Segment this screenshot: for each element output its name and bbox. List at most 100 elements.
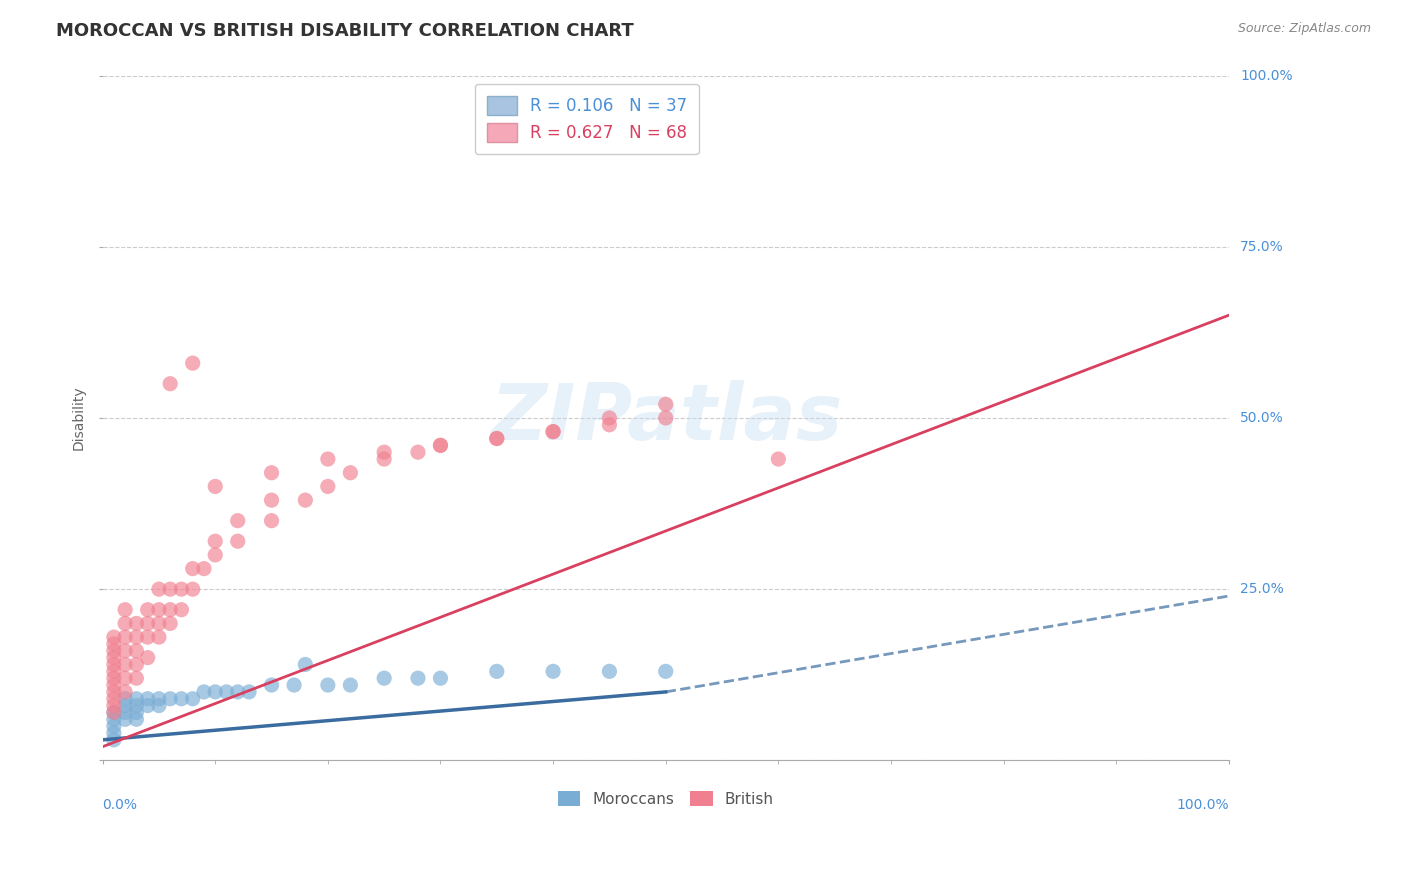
Point	[125, 630, 148, 644]
Point	[406, 671, 429, 685]
Point	[103, 706, 125, 720]
Point	[125, 712, 148, 726]
Point	[316, 479, 339, 493]
Point	[114, 691, 136, 706]
Point	[316, 678, 339, 692]
Point	[541, 665, 564, 679]
Text: ZIPatlas: ZIPatlas	[489, 380, 842, 456]
Point	[204, 479, 226, 493]
Point	[339, 466, 361, 480]
Point	[181, 691, 204, 706]
Point	[136, 603, 159, 617]
Point	[103, 644, 125, 658]
Point	[136, 698, 159, 713]
Point	[159, 603, 181, 617]
Point	[103, 698, 125, 713]
Point	[260, 466, 283, 480]
Text: 25.0%: 25.0%	[1240, 582, 1284, 596]
Point	[148, 630, 170, 644]
Point	[485, 432, 508, 446]
Point	[114, 698, 136, 713]
Point	[136, 630, 159, 644]
Text: 50.0%: 50.0%	[1240, 411, 1284, 425]
Point	[598, 665, 620, 679]
Point	[114, 616, 136, 631]
Point	[125, 698, 148, 713]
Point	[193, 685, 215, 699]
Legend: Moroccans, British: Moroccans, British	[550, 783, 782, 814]
Point	[170, 582, 193, 597]
Point	[654, 397, 676, 411]
Point	[136, 650, 159, 665]
Point	[429, 438, 451, 452]
Point	[204, 534, 226, 549]
Point	[103, 665, 125, 679]
Point	[125, 657, 148, 672]
Point	[136, 691, 159, 706]
Point	[103, 685, 125, 699]
Point	[654, 665, 676, 679]
Point	[316, 452, 339, 467]
Point	[114, 706, 136, 720]
Point	[148, 691, 170, 706]
Point	[406, 445, 429, 459]
Point	[260, 514, 283, 528]
Point	[103, 719, 125, 733]
Text: 100.0%: 100.0%	[1177, 798, 1229, 812]
Point	[768, 452, 790, 467]
Point	[148, 603, 170, 617]
Point	[238, 685, 260, 699]
Point	[429, 671, 451, 685]
Point	[136, 616, 159, 631]
Point	[148, 698, 170, 713]
Text: 0.0%: 0.0%	[103, 798, 138, 812]
Point	[541, 425, 564, 439]
Point	[226, 514, 249, 528]
Text: Source: ZipAtlas.com: Source: ZipAtlas.com	[1237, 22, 1371, 36]
Point	[485, 432, 508, 446]
Point	[114, 644, 136, 658]
Point	[159, 616, 181, 631]
Point	[114, 630, 136, 644]
Point	[103, 691, 125, 706]
Point	[215, 685, 238, 699]
Point	[103, 712, 125, 726]
Point	[114, 603, 136, 617]
Point	[260, 678, 283, 692]
Point	[103, 726, 125, 740]
Point	[294, 657, 316, 672]
Point	[598, 411, 620, 425]
Point	[114, 712, 136, 726]
Text: 100.0%: 100.0%	[1240, 69, 1292, 83]
Point	[103, 650, 125, 665]
Point	[103, 706, 125, 720]
Point	[373, 671, 395, 685]
Point	[226, 685, 249, 699]
Text: MOROCCAN VS BRITISH DISABILITY CORRELATION CHART: MOROCCAN VS BRITISH DISABILITY CORRELATI…	[56, 22, 634, 40]
Point	[373, 445, 395, 459]
Point	[103, 671, 125, 685]
Point	[103, 678, 125, 692]
Point	[170, 691, 193, 706]
Point	[103, 657, 125, 672]
Point	[181, 582, 204, 597]
Point	[204, 685, 226, 699]
Point	[654, 411, 676, 425]
Point	[204, 548, 226, 562]
Point	[170, 603, 193, 617]
Point	[114, 657, 136, 672]
Point	[114, 671, 136, 685]
Point	[159, 376, 181, 391]
Point	[294, 493, 316, 508]
Point	[125, 616, 148, 631]
Point	[181, 561, 204, 575]
Point	[485, 665, 508, 679]
Point	[125, 671, 148, 685]
Point	[125, 706, 148, 720]
Point	[193, 561, 215, 575]
Point	[226, 534, 249, 549]
Point	[125, 691, 148, 706]
Point	[598, 417, 620, 432]
Point	[181, 356, 204, 370]
Point	[148, 616, 170, 631]
